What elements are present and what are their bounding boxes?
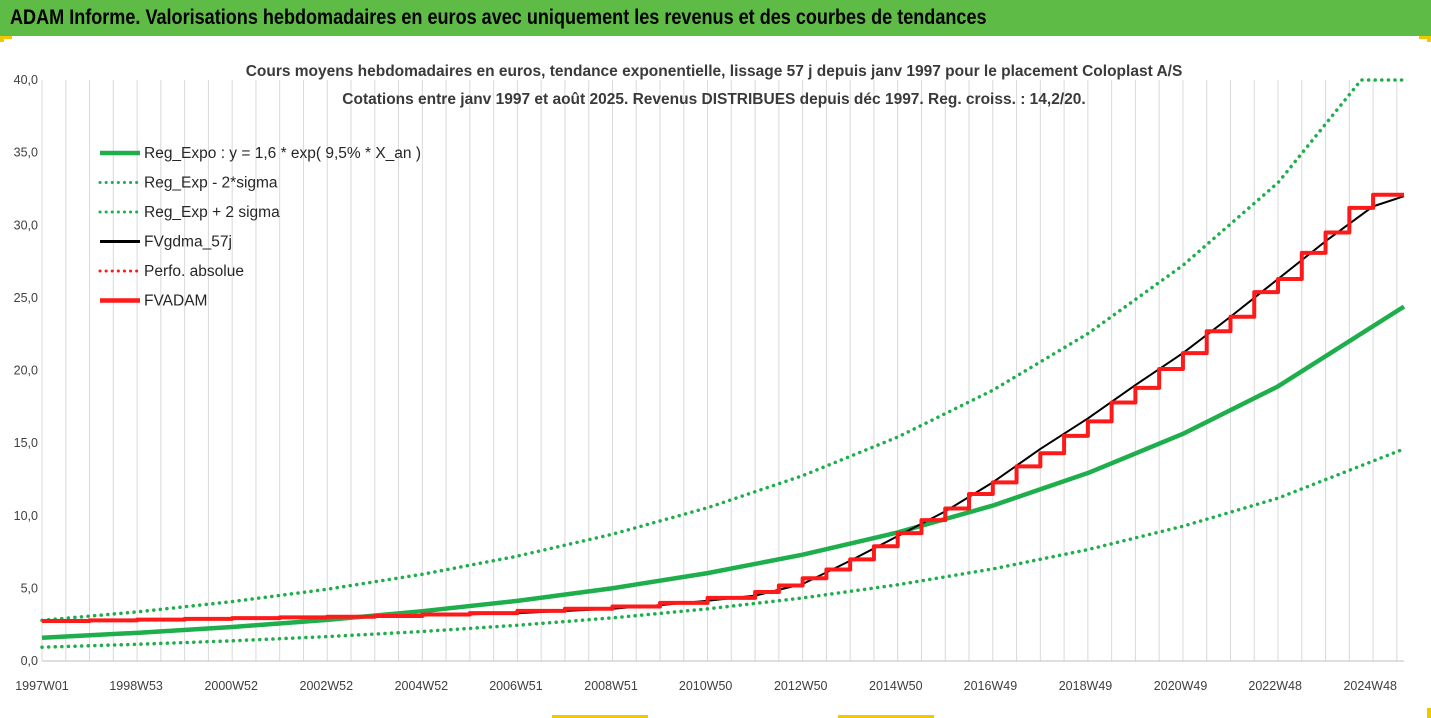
chart-series: [40, 78, 1406, 649]
x-tick-label: 2014W50: [869, 679, 923, 693]
corner-accent-tl: [0, 36, 4, 42]
legend-label: Perfo. absolue: [144, 263, 244, 280]
legend-label: Reg_Exp + 2 sigma: [144, 204, 280, 221]
y-tick-label: 30,0: [14, 218, 38, 232]
y-tick-label: 40,0: [14, 73, 38, 87]
y-tick-label: 15,0: [14, 436, 38, 450]
corner-accent-tr-h: [1419, 36, 1431, 39]
y-tick-label: 5,0: [21, 581, 38, 595]
x-tick-label: 2004W52: [395, 679, 449, 693]
legend-label: FVgdma_57j: [144, 234, 232, 251]
x-tick-label: 2012W50: [774, 679, 828, 693]
legend-label: Reg_Exp - 2*sigma: [144, 175, 278, 192]
series-line-2: [40, 78, 1406, 623]
header-bar: ADAM Informe. Valorisations hebdomadaire…: [0, 0, 1431, 36]
chart: 0,0 5,0 10,0 15,0 20,0 25,0 30,0 35,0 40,0 1997W0…: [14, 63, 1406, 693]
x-tick-label: 2020W49: [1154, 679, 1208, 693]
corner-accent-bottom-2: [838, 715, 934, 718]
corner-accent-tl-h: [0, 36, 12, 39]
y-tick-label: 10,0: [14, 509, 38, 523]
chart-grid: [41, 80, 1398, 661]
chart-legend: Reg_Expo : y = 1,6 * exp( 9,5% * X_an ) R…: [98, 145, 421, 310]
y-tick-label: 20,0: [14, 364, 38, 378]
x-tick-label: 2016W49: [964, 679, 1018, 693]
chart-axes: 0,0 5,0 10,0 15,0 20,0 25,0 30,0 35,0 40,0 1997W0…: [14, 73, 1404, 693]
series-line-3: [41, 195, 1405, 623]
corner-accent-tr: [1427, 36, 1431, 42]
corner-accent-br: [1427, 708, 1431, 718]
chart-title: Cours moyens hebdomadaires en euros, ten…: [246, 63, 1183, 80]
legend-label: FVADAM: [144, 293, 207, 310]
x-tick-label: 1997W01: [15, 679, 69, 693]
corner-accent-bottom-1: [552, 715, 648, 718]
x-tick-label: 2022W48: [1248, 679, 1302, 693]
x-tick-label: 2006W51: [489, 679, 543, 693]
chart-subtitle: Cotations entre janv 1997 et août 2025. …: [342, 91, 1085, 108]
series-line-1: [40, 447, 1406, 649]
page-title: ADAM Informe. Valorisations hebdomadaire…: [10, 6, 987, 29]
y-tick-label: 0,0: [21, 654, 38, 668]
y-tick-label: 35,0: [14, 146, 38, 160]
x-tick-label: 2018W49: [1059, 679, 1113, 693]
series-line-0: [41, 304, 1406, 641]
legend-label: Reg_Expo : y = 1,6 * exp( 9,5% * X_an ): [144, 145, 421, 162]
x-tick-label: 2002W52: [300, 679, 354, 693]
y-tick-label: 25,0: [14, 291, 38, 305]
x-tick-label: 2000W52: [204, 679, 258, 693]
x-tick-label: 2008W51: [584, 679, 638, 693]
x-tick-label: 2010W50: [679, 679, 733, 693]
series-line-5: [42, 192, 1404, 624]
x-tick-label: 2024W48: [1343, 679, 1397, 693]
x-tick-label: 1998W53: [109, 679, 163, 693]
